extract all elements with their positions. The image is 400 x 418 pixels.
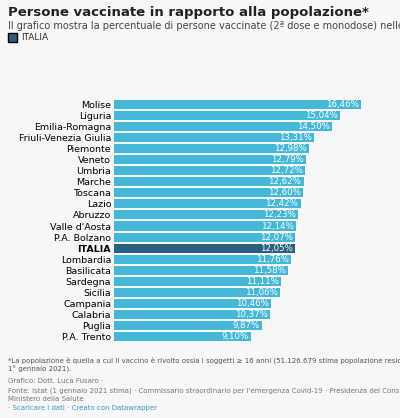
Bar [114,144,309,153]
Text: 16,46%: 16,46% [326,100,359,109]
Bar [114,288,280,297]
Text: Grafico: Dott. Luca Fusaro ·: Grafico: Dott. Luca Fusaro · [8,378,103,384]
Text: ITALIA: ITALIA [22,33,49,42]
Bar [114,232,295,242]
Text: 12,72%: 12,72% [270,166,303,175]
Text: Persone vaccinate in rapporto alla popolazione*: Persone vaccinate in rapporto alla popol… [8,6,369,19]
Bar [114,255,291,264]
Bar [114,321,262,330]
Bar [114,310,270,319]
Text: 10,46%: 10,46% [236,299,269,308]
Text: 11,58%: 11,58% [253,266,286,275]
Text: 12,14%: 12,14% [261,222,294,230]
Bar [114,100,361,109]
Bar [114,244,295,252]
Bar [114,199,301,209]
Bar [114,133,314,142]
Bar [114,222,296,231]
Text: 12,05%: 12,05% [260,244,293,252]
Text: 15,04%: 15,04% [305,111,338,120]
Text: *La popolazione è quella a cui il vaccino è rivolto ossia i soggetti ≥ 16 anni (: *La popolazione è quella a cui il vaccin… [8,356,400,364]
Bar [114,332,251,341]
Bar [114,266,288,275]
Text: 12,79%: 12,79% [271,155,304,164]
Bar [114,299,271,308]
Text: Fonte: Istat (1 gennaio 2021 stima) · Commissario straordinario per l'emergenza : Fonte: Istat (1 gennaio 2021 stima) · Co… [8,387,400,394]
Bar [114,177,304,186]
Text: 11,76%: 11,76% [256,255,288,264]
Bar [114,166,305,175]
Text: 12,62%: 12,62% [268,177,301,186]
Bar [114,111,340,120]
Text: 9,10%: 9,10% [221,332,248,341]
Text: 9,87%: 9,87% [233,321,260,330]
Text: 14,50%: 14,50% [297,122,330,131]
Bar [114,155,306,164]
Text: 12,98%: 12,98% [274,144,307,153]
Text: 13,31%: 13,31% [279,133,312,142]
Text: Il grafico mostra la percentuale di persone vaccinate (2ª dose e monodose) nelle: Il grafico mostra la percentuale di pers… [8,21,400,31]
Text: 12,60%: 12,60% [268,189,301,197]
Text: 11,11%: 11,11% [246,277,279,286]
Bar [114,122,332,131]
Text: 12,23%: 12,23% [263,211,296,219]
Text: 10,37%: 10,37% [235,310,268,319]
Text: 12,07%: 12,07% [260,232,293,242]
Bar [114,189,303,197]
Text: Ministero della Salute: Ministero della Salute [8,396,84,402]
Text: 11,06%: 11,06% [245,288,278,297]
Text: 12,42%: 12,42% [266,199,298,209]
Bar [114,277,281,286]
Bar [114,210,298,219]
Text: · Scaricare i dati · Creato con Datawrapper: · Scaricare i dati · Creato con Datawrap… [8,405,157,411]
Text: 1° gennaio 2021).: 1° gennaio 2021). [8,365,71,372]
